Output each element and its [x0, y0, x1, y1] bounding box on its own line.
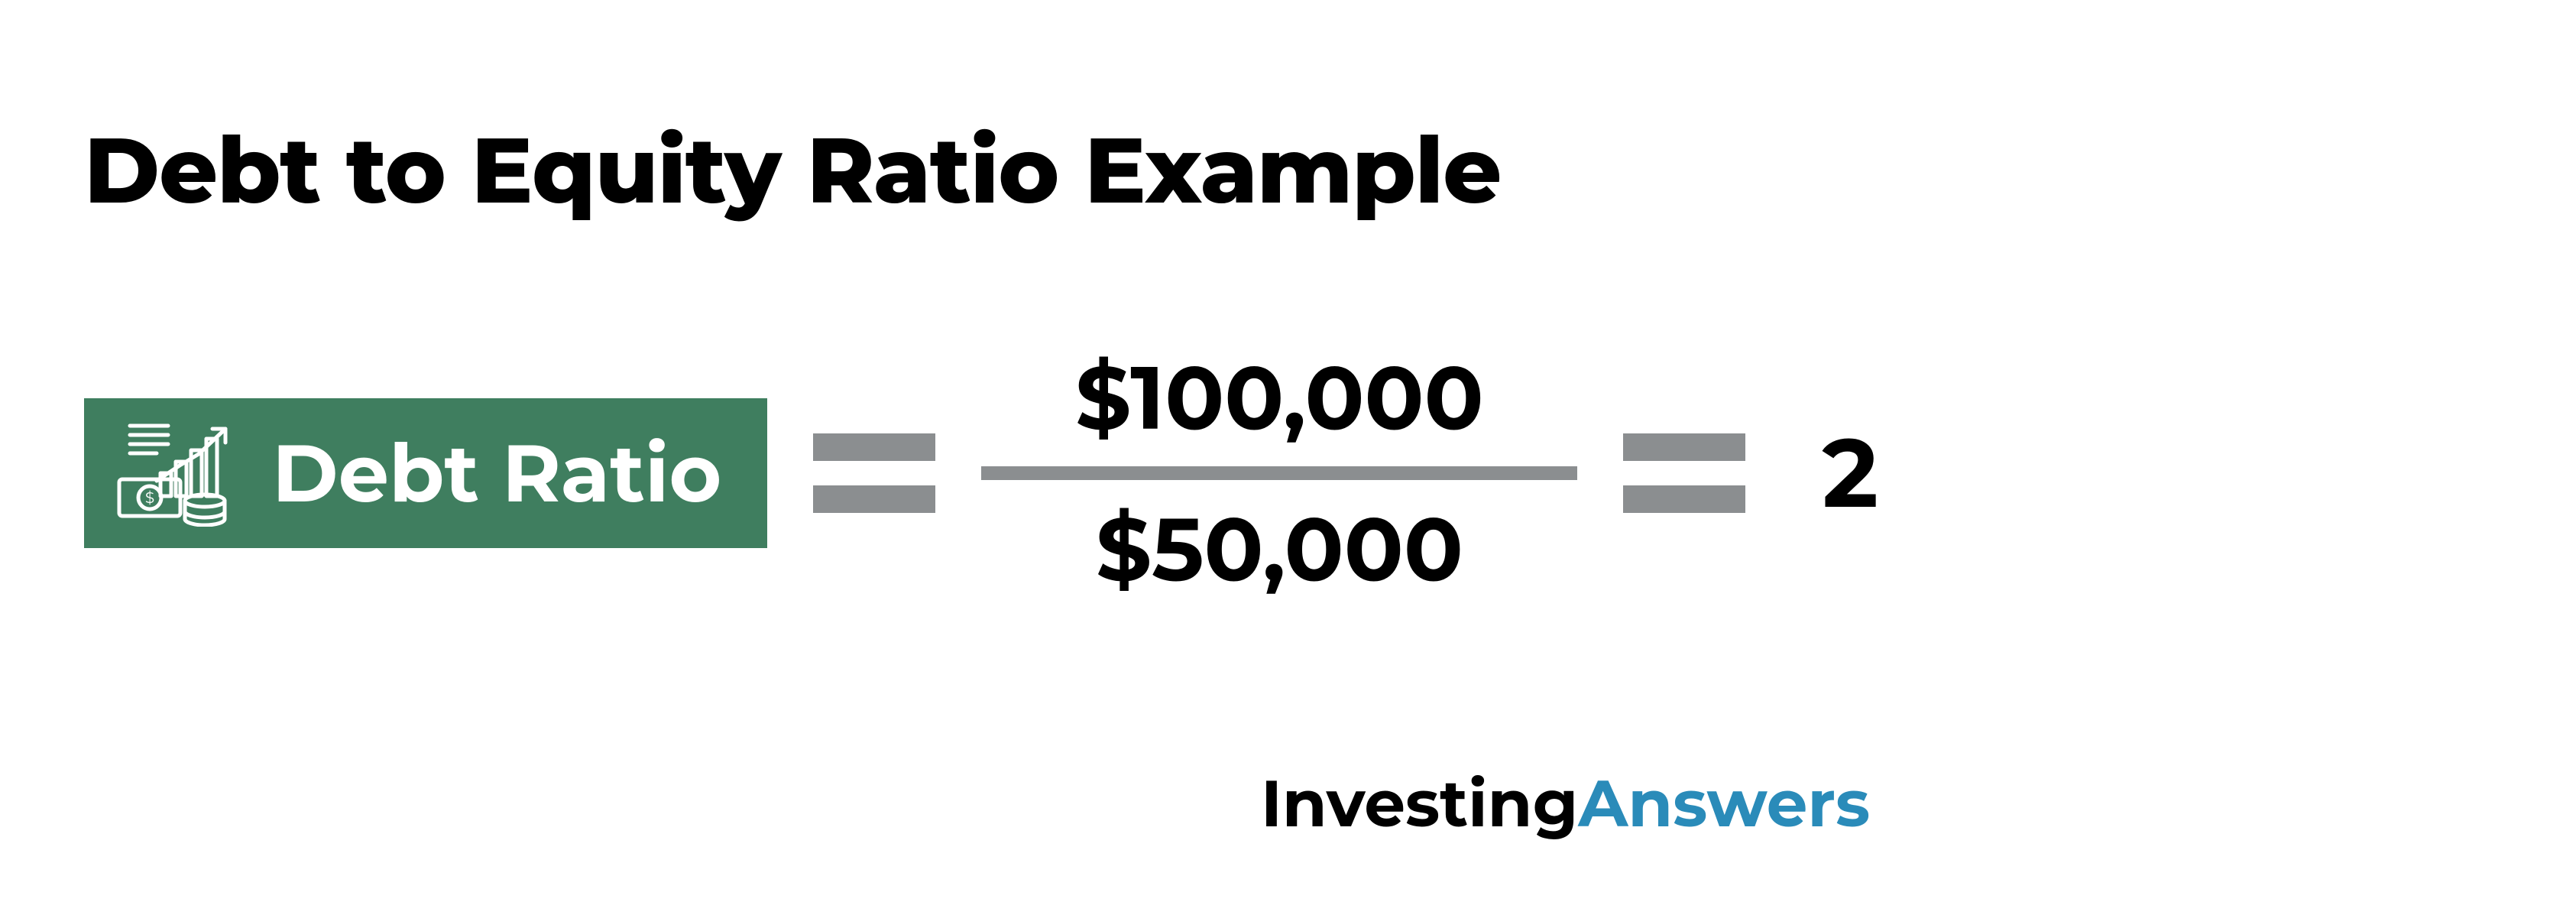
svg-text:$: $ [145, 489, 154, 508]
debt-ratio-badge: $ Debt Ratio [84, 398, 767, 548]
finance-chart-icon: $ [115, 420, 245, 527]
brand-logo: InvestingAnswers [1261, 764, 1870, 843]
equals-bar [1623, 433, 1745, 461]
equals-bar [813, 485, 935, 513]
brand-part-2: Answers [1578, 764, 1870, 843]
equation-row: $ Debt Ratio $100,000 $50,000 2 [84, 329, 1878, 618]
result-value: 2 [1822, 415, 1878, 531]
equals-bar [1623, 485, 1745, 513]
equals-sign-1 [813, 433, 935, 513]
brand-part-1: Investing [1261, 764, 1578, 843]
fraction: $100,000 $50,000 [981, 329, 1577, 618]
page-title: Debt to Equity Ratio Example [84, 115, 1501, 226]
fraction-denominator: $50,000 [1096, 480, 1463, 618]
debt-ratio-label: Debt Ratio [272, 424, 721, 522]
fraction-line [981, 466, 1577, 480]
equals-bar [813, 433, 935, 461]
equals-sign-2 [1623, 433, 1745, 513]
fraction-numerator: $100,000 [1075, 329, 1484, 466]
